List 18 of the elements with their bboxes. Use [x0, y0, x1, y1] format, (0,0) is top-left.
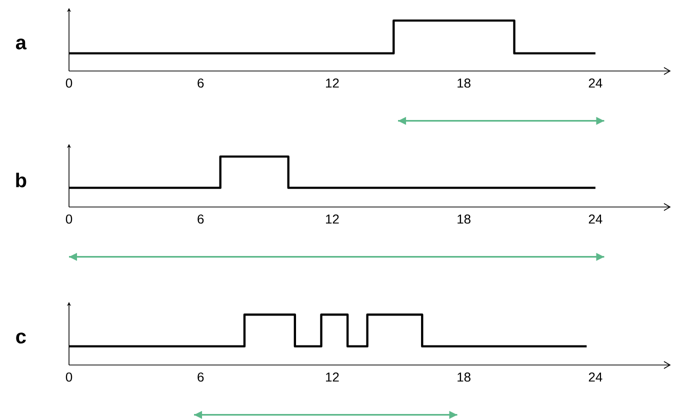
x-tick-label: 0	[66, 372, 72, 382]
x-tick-label: 24	[588, 78, 602, 88]
x-tick-label: 0	[66, 214, 72, 224]
x-tick-label: 18	[458, 372, 470, 382]
text: b	[16, 172, 26, 188]
x-tick-label: 24	[588, 214, 602, 224]
x-tick-label: 24	[588, 372, 602, 382]
x-tick-label: 6	[198, 372, 204, 382]
x-tick-label: 6	[198, 214, 204, 224]
x-tick-label: 12	[326, 78, 339, 88]
x-tick-label: 12	[326, 214, 339, 224]
text: a	[16, 38, 27, 50]
text: c	[16, 332, 26, 344]
x-tick-label: 12	[326, 372, 339, 382]
x-tick-label: 6	[198, 78, 204, 88]
x-tick-label: 18	[458, 214, 470, 224]
x-tick-label: 0	[66, 78, 72, 88]
x-tick-label: 18	[458, 78, 470, 88]
